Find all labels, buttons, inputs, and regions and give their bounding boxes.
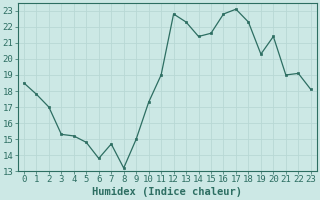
- X-axis label: Humidex (Indice chaleur): Humidex (Indice chaleur): [92, 187, 242, 197]
